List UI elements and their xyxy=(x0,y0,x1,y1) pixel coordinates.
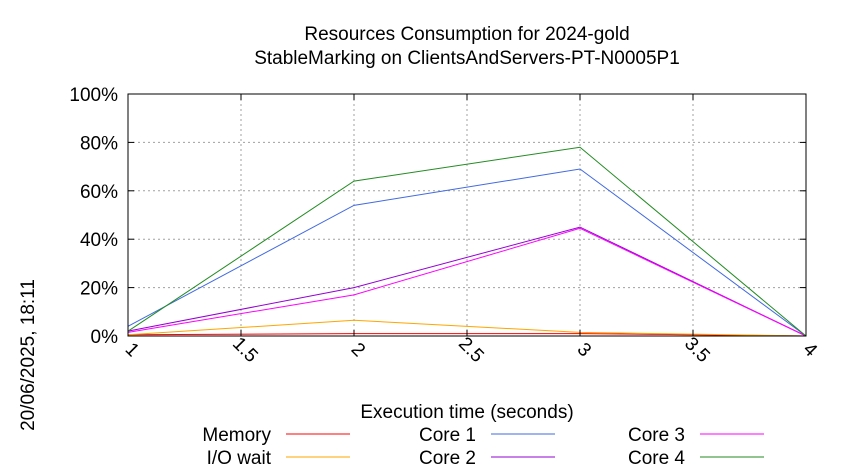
y-axis: 0% 20% 40% 60% 80% 100% xyxy=(69,85,806,348)
series-line-core-4 xyxy=(127,146,807,337)
y-tick-label: 20% xyxy=(80,279,118,300)
x-axis: 1 1.5 2 2.5 3 3.5 4 xyxy=(121,94,822,367)
series-line-core-2 xyxy=(127,226,807,337)
y-tick-label: 80% xyxy=(80,133,118,154)
x-tick-label: 2.5 xyxy=(454,333,488,367)
y-tick-label: 0% xyxy=(91,327,119,348)
x-tick-label: 2 xyxy=(347,339,369,361)
x-tick-label: 4 xyxy=(799,339,822,362)
x-tick-label: 1 xyxy=(121,339,143,361)
timestamp-label: 20/06/2025, 18:11 xyxy=(18,279,39,431)
legend-label-core-4: Core 4 xyxy=(628,448,685,469)
y-tick-label: 60% xyxy=(80,182,118,203)
chart-subtitle: StableMarking on ClientsAndServers-PT-N0… xyxy=(254,48,680,69)
x-axis-label: Execution time (seconds) xyxy=(360,402,573,423)
x-tick-label: 1.5 xyxy=(228,333,262,367)
x-tick-label: 3 xyxy=(573,339,595,361)
series-line-core-3 xyxy=(127,227,807,337)
legend-label-i-o-wait: I/O wait xyxy=(207,448,272,469)
grid xyxy=(127,93,807,337)
legend-label-memory: Memory xyxy=(202,425,271,446)
x-tick-label: 3.5 xyxy=(680,333,714,367)
y-tick-label: 40% xyxy=(80,230,118,251)
legend-label-core-3: Core 3 xyxy=(628,425,685,446)
chart-title: Resources Consumption for 2024-gold xyxy=(304,24,629,45)
legend-label-core-1: Core 1 xyxy=(419,425,476,446)
y-tick-label: 100% xyxy=(69,85,118,106)
legend-label-core-2: Core 2 xyxy=(419,448,476,469)
series-line-core-1 xyxy=(127,168,807,337)
